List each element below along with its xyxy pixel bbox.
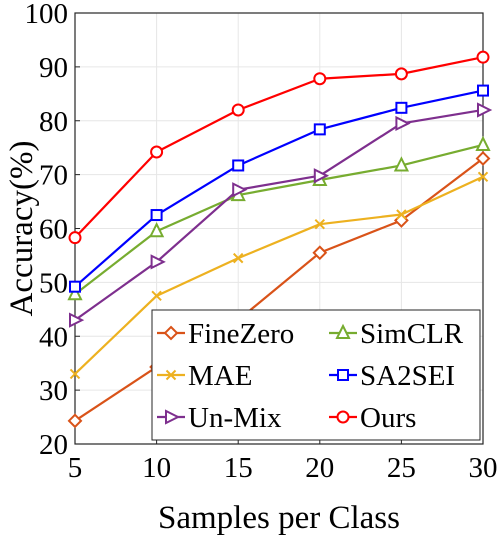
data-point-ours [231, 103, 245, 117]
legend: FineZero SimCLR MAE SA2SEI Un-Mix Ours [151, 309, 481, 441]
data-point-sa2sei [69, 280, 81, 293]
data-point-sa2sei [313, 123, 326, 136]
y-tick-label: 30 [39, 375, 68, 407]
x-tick-label: 20 [305, 452, 334, 484]
data-point-sa2sei [395, 101, 408, 114]
y-tick-label: 40 [39, 321, 68, 353]
data-point-ours [394, 67, 408, 81]
legend-marker [165, 409, 181, 425]
legend-label: Un-Mix [188, 402, 282, 434]
data-point-ours [68, 231, 82, 245]
legend-entry-finezero: FineZero [157, 318, 294, 350]
data-point-finezero [312, 245, 328, 261]
legend-entry-un-mix: Un-Mix [157, 402, 282, 434]
series-ours [68, 50, 490, 245]
legend-marker [336, 410, 350, 424]
legend-label: SimCLR [360, 318, 464, 350]
data-point-mae [151, 290, 162, 302]
y-tick-label: 70 [39, 160, 68, 192]
legend-label: Ours [360, 402, 416, 434]
legend-marker [337, 369, 349, 381]
data-point-sa2sei [150, 209, 163, 222]
legend-marker [163, 325, 179, 341]
y-tick-label: 60 [39, 214, 68, 246]
data-point-mae [396, 209, 407, 220]
legend-label: SA2SEI [360, 360, 455, 392]
legend-entry-sa2sei: SA2SEI [329, 360, 455, 392]
series-sa2sei [69, 84, 489, 293]
series-line-mae [74, 175, 484, 375]
series-line-finezero [74, 157, 484, 422]
data-point-un-mix [395, 115, 411, 132]
data-point-simclr [393, 156, 410, 172]
legend-marker [165, 369, 177, 381]
legend-label: MAE [188, 360, 252, 392]
x-axis-title: Samples per Class [158, 500, 400, 536]
data-point-mae [69, 368, 81, 380]
axes: 5 10 15 20 25 30 20 30 40 50 60 70 80 90 100 Samples pe… [4, 0, 498, 536]
y-tick-label: 90 [39, 52, 68, 84]
legend-entry-ours: Ours [329, 402, 416, 434]
data-point-un-mix [232, 182, 248, 198]
data-point-simclr [148, 221, 165, 238]
data-point-sa2sei [232, 159, 245, 172]
x-tick-label: 30 [469, 452, 498, 484]
legend-entry-simclr: SimCLR [329, 318, 464, 350]
legend-marker [335, 323, 351, 339]
legend-box [151, 309, 481, 441]
data-point-simclr [67, 284, 83, 301]
x-tick-label: 15 [224, 452, 253, 484]
data-point-mae [232, 252, 244, 264]
series-un-mix [69, 102, 493, 328]
series-simclr [67, 135, 491, 301]
series-line-un-mix [74, 108, 484, 321]
data-point-sa2sei [477, 84, 489, 97]
x-tick-label: 10 [142, 452, 171, 484]
y-tick-label: 20 [39, 429, 68, 461]
data-point-un-mix [477, 102, 493, 118]
y-tick-label: 50 [39, 267, 68, 299]
legend-entry-mae: MAE [157, 360, 252, 392]
y-tick-label: 80 [39, 106, 68, 138]
series-line-simclr [74, 143, 484, 296]
data-point-ours [476, 50, 490, 64]
data-point-ours [150, 145, 164, 159]
data-point-un-mix [69, 312, 85, 328]
x-tick-label: 5 [68, 452, 83, 484]
data-point-simclr [475, 135, 491, 151]
data-point-un-mix [313, 168, 330, 184]
x-tick-label: 25 [387, 452, 416, 484]
series-line-sa2sei [74, 89, 484, 288]
series-mae [69, 171, 489, 380]
data-point-ours [313, 72, 327, 86]
y-axis-title: Accuracy(%) [4, 141, 40, 317]
data-point-mae [314, 218, 326, 230]
series-line-ours [74, 56, 484, 239]
data-point-mae [477, 171, 489, 182]
legend-label: FineZero [188, 318, 294, 350]
data-point-finezero [67, 413, 83, 429]
data-point-finezero [475, 151, 491, 166]
data-point-un-mix [150, 254, 166, 270]
y-tick-label: 100 [25, 0, 69, 30]
